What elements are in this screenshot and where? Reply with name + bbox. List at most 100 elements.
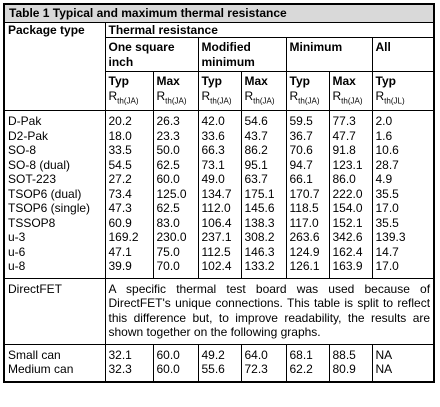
package-name: u-3 (3, 230, 106, 245)
value-cell: 33.6 (197, 128, 242, 144)
value-cell: 230.0 (152, 230, 199, 245)
value-cell: 33.5 (104, 143, 154, 158)
table-body: Table 1 Typical and maximum thermal resi… (3, 3, 435, 383)
value-cell: 55.6 (197, 362, 242, 383)
value-cell: 14.7 (371, 244, 435, 260)
value-cell: 70.0 (152, 259, 199, 279)
value-cell: 112.5 (197, 244, 242, 260)
value-cell: 163.9 (328, 259, 373, 279)
group-header: Minimum (285, 37, 373, 72)
value-cell: 36.7 (285, 128, 330, 144)
value-cell: 117.0 (285, 215, 330, 231)
data-row: D2-Pak 18.0 23.3 33.6 43.7 36.7 47.7 1.6 (3, 128, 435, 144)
value-cell: 170.7 (285, 186, 330, 202)
value-cell: 4.9 (371, 172, 435, 187)
data-row: u-6 47.1 75.0 112.5 146.3 124.9 162.4 14.7 (3, 244, 435, 260)
column-subscript: th(JA) (117, 95, 139, 105)
value-cell: 133.2 (240, 259, 287, 279)
value-cell: 42.0 (197, 110, 242, 129)
value-cell: 73.1 (197, 157, 242, 173)
value-cell: 86.0 (328, 172, 373, 187)
value-cell: 222.0 (328, 186, 373, 202)
column-symbol: R (375, 88, 385, 103)
value-cell: 83.0 (152, 215, 199, 231)
package-name: DirectFET (3, 277, 106, 345)
value-cell: 138.3 (240, 215, 287, 231)
value-cell: 125.0 (152, 186, 199, 202)
value-cell: 152.1 (328, 215, 373, 231)
note-text: A specific thermal test board was used b… (104, 277, 435, 345)
value-cell: 18.0 (104, 128, 154, 144)
value-cell: 47.1 (104, 244, 154, 260)
package-type-header: Package type (3, 21, 106, 112)
value-cell: 80.9 (328, 362, 373, 383)
column-header: Typ Rth(JA) (285, 70, 330, 112)
value-cell: 106.4 (197, 215, 242, 231)
value-cell: 32.1 (104, 344, 154, 363)
column-row: Typ Rth(JA) Max Rth(JA) Typ Rth(JA) Max Rth(JA)… (4, 70, 435, 112)
value-cell: 10.6 (371, 143, 435, 158)
value-cell: 17.0 (371, 259, 435, 279)
column-symbol: R (108, 88, 118, 103)
column-label: Max (244, 74, 268, 88)
value-cell: 60.0 (152, 362, 199, 383)
column-subscript: th(JA) (298, 95, 320, 105)
value-cell: 50.0 (152, 143, 199, 158)
package-name: Small can (3, 344, 106, 363)
value-cell: 63.7 (240, 172, 287, 187)
value-cell: 77.3 (328, 110, 373, 129)
value-cell: 72.3 (240, 362, 287, 383)
value-cell: 47.7 (328, 128, 373, 144)
value-cell: 154.0 (328, 201, 373, 216)
value-cell: 95.1 (240, 157, 287, 173)
data-row: Medium can 32.3 60.0 55.6 72.3 62.2 80.9 NA (3, 362, 435, 383)
column-header: Max Rth(JA) (328, 70, 373, 112)
value-cell: 124.9 (285, 244, 330, 260)
value-cell: 70.6 (285, 143, 330, 158)
package-name: SO-8 (3, 143, 106, 158)
value-cell: 88.5 (328, 344, 373, 363)
group-header: Modified minimum (197, 37, 287, 72)
value-cell: 43.7 (240, 128, 287, 144)
table-title: Table 1 Typical and maximum thermal resi… (3, 3, 435, 23)
note-row: DirectFET A specific thermal test board w… (3, 277, 435, 345)
value-cell: 59.5 (285, 110, 330, 129)
column-symbol: R (332, 88, 342, 103)
value-cell: 1.6 (371, 128, 435, 144)
package-name: SOT-223 (3, 172, 106, 187)
package-name: D2-Pak (3, 128, 106, 144)
data-row: D-Pak 20.2 26.3 42.0 54.6 59.5 77.3 2.0 (3, 110, 435, 129)
value-cell: 66.1 (285, 172, 330, 187)
value-cell: 26.3 (152, 110, 199, 129)
value-cell: 62.2 (285, 362, 330, 383)
group-header: One square inch (104, 37, 199, 72)
column-label: Typ (375, 74, 396, 88)
column-subscript: th(JA) (210, 95, 232, 105)
value-cell: NA (371, 362, 435, 383)
package-name: u-8 (3, 259, 106, 279)
data-row: SO-8 (dual) 54.5 62.5 73.1 95.1 94.7 123.1 28.7 (3, 157, 435, 173)
value-cell: NA (371, 344, 435, 363)
column-subscript: th(JA) (253, 95, 275, 105)
value-cell: 73.4 (104, 186, 154, 202)
column-subscript: th(JA) (341, 95, 363, 105)
value-cell: 35.5 (371, 215, 435, 231)
value-cell: 75.0 (152, 244, 199, 260)
column-symbol: R (244, 88, 254, 103)
column-symbol: R (156, 88, 166, 103)
value-cell: 32.3 (104, 362, 154, 383)
value-cell: 60.0 (152, 344, 199, 363)
data-row: u-8 39.9 70.0 102.4 133.2 126.1 163.9 17.0 (3, 259, 435, 279)
value-cell: 54.6 (240, 110, 287, 129)
value-cell: 146.3 (240, 244, 287, 260)
value-cell: 47.3 (104, 201, 154, 216)
value-cell: 54.5 (104, 157, 154, 173)
value-cell: 23.3 (152, 128, 199, 144)
value-cell: 134.7 (197, 186, 242, 202)
header-row: Package type Thermal resistance (3, 21, 435, 112)
value-cell: 118.5 (285, 201, 330, 216)
value-cell: 35.5 (371, 186, 435, 202)
value-cell: 28.7 (371, 157, 435, 173)
value-cell: 237.1 (197, 230, 242, 245)
